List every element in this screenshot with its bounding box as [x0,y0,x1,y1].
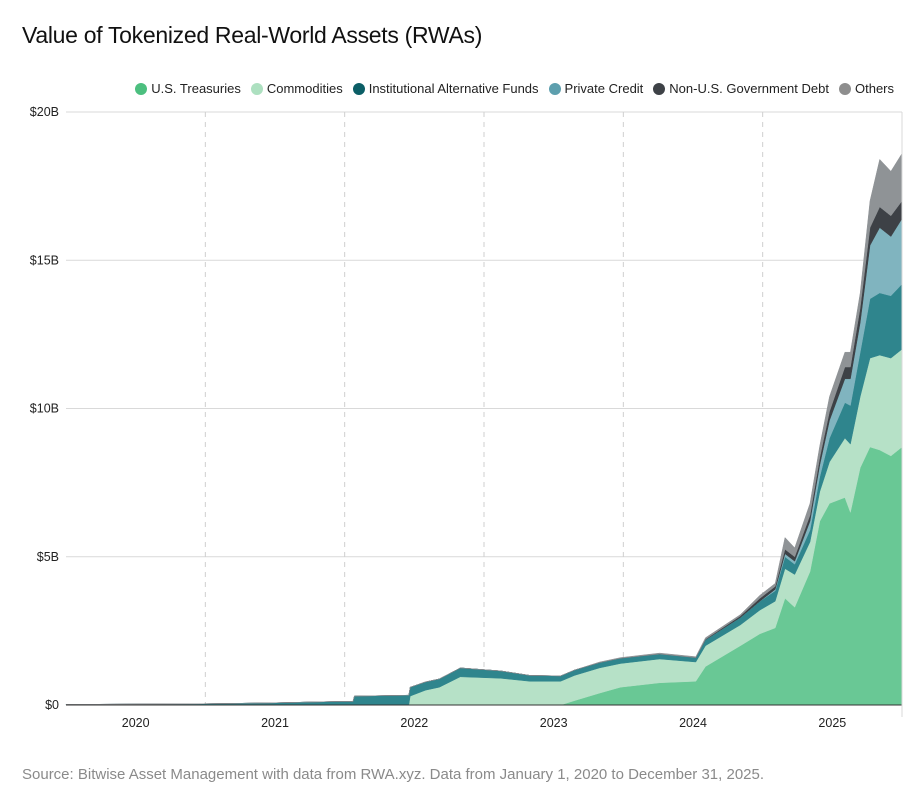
y-tick-label: $15B [30,253,59,267]
x-tick-label: 2021 [261,716,289,730]
legend-swatch-icon [352,82,365,95]
legend-label: Commodities [266,81,343,96]
legend-label: Others [854,81,894,96]
x-tick-label: 2024 [679,716,707,730]
legend-label: Institutional Alternative Funds [368,81,539,96]
y-tick-label: $0 [45,698,59,712]
legend-label: Private Credit [564,81,644,96]
y-tick-label: $20B [30,105,59,119]
legend-item: U.S. Treasuries [135,81,241,96]
legend-swatch-icon [653,82,666,95]
legend-swatch-icon [135,82,148,95]
y-tick-label: $10B [30,402,59,416]
x-tick-label: 2020 [122,716,150,730]
legend-swatch-icon [250,82,263,95]
legend-label: U.S. Treasuries [151,81,241,96]
legend-item: Commodities [250,81,343,96]
chart-title: Value of Tokenized Real-World Assets (RW… [22,22,483,48]
x-tick-label: 2023 [540,716,568,730]
legend-item: Non-U.S. Government Debt [653,81,829,96]
x-tick-label: 2022 [400,716,428,730]
legend-item: Private Credit [548,81,644,96]
legend-item: Others [838,81,894,96]
legend-swatch-icon [548,82,561,95]
source-note: Source: Bitwise Asset Management with da… [22,766,765,783]
legend-swatch-icon [838,82,851,95]
y-tick-label: $5B [37,550,59,564]
x-tick-label: 2025 [818,716,846,730]
axes: $0 $5B $10B $15B $20B 2020 2021 2022 2023 2024 202… [30,105,903,730]
legend-label: Non-U.S. Government Debt [669,81,829,96]
legend: U.S. Treasuries Commodities Institutional … [135,81,894,96]
legend-item: Institutional Alternative Funds [352,81,539,96]
